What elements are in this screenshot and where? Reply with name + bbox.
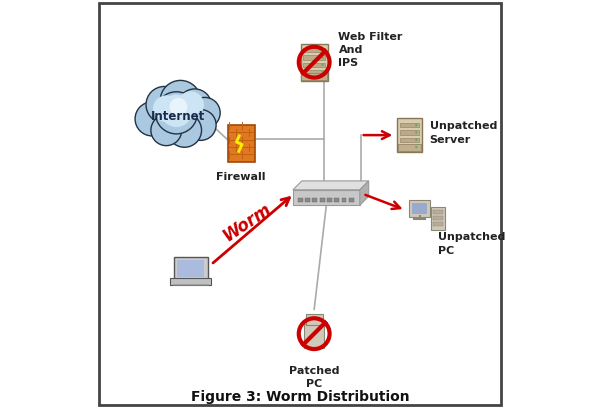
FancyBboxPatch shape: [298, 198, 302, 202]
Circle shape: [177, 91, 204, 118]
FancyBboxPatch shape: [313, 198, 317, 202]
Circle shape: [178, 89, 212, 123]
FancyBboxPatch shape: [173, 257, 208, 281]
Circle shape: [321, 56, 324, 59]
Text: Web Filter
And
IPS: Web Filter And IPS: [338, 32, 403, 68]
Text: Unpatched
PC: Unpatched PC: [438, 233, 505, 255]
FancyBboxPatch shape: [349, 198, 353, 202]
Circle shape: [160, 80, 201, 121]
FancyBboxPatch shape: [301, 73, 328, 80]
Text: Worm: Worm: [220, 200, 275, 245]
FancyBboxPatch shape: [399, 120, 423, 153]
FancyBboxPatch shape: [304, 324, 324, 348]
Polygon shape: [360, 181, 368, 205]
Text: Figure 3: Worm Distribution: Figure 3: Worm Distribution: [191, 390, 409, 404]
FancyBboxPatch shape: [409, 200, 430, 217]
Text: Patched
PC: Patched PC: [289, 366, 340, 389]
FancyBboxPatch shape: [334, 198, 339, 202]
Circle shape: [185, 110, 216, 140]
FancyBboxPatch shape: [400, 145, 419, 149]
FancyBboxPatch shape: [431, 206, 445, 230]
Text: Internet: Internet: [151, 111, 206, 123]
FancyBboxPatch shape: [433, 222, 443, 226]
FancyBboxPatch shape: [433, 210, 443, 214]
FancyBboxPatch shape: [341, 198, 346, 202]
Polygon shape: [293, 181, 368, 190]
FancyBboxPatch shape: [397, 118, 422, 152]
FancyBboxPatch shape: [400, 137, 419, 142]
Circle shape: [415, 131, 418, 134]
FancyBboxPatch shape: [177, 260, 205, 277]
Text: Firewall: Firewall: [217, 172, 266, 182]
FancyBboxPatch shape: [304, 62, 325, 67]
Circle shape: [151, 115, 182, 146]
FancyBboxPatch shape: [400, 123, 419, 127]
FancyBboxPatch shape: [304, 48, 325, 53]
FancyBboxPatch shape: [170, 278, 211, 286]
Circle shape: [153, 95, 179, 122]
FancyBboxPatch shape: [227, 124, 255, 162]
Circle shape: [135, 102, 169, 136]
Polygon shape: [293, 190, 360, 205]
FancyBboxPatch shape: [305, 198, 310, 202]
FancyBboxPatch shape: [320, 198, 325, 202]
Circle shape: [155, 92, 197, 134]
Circle shape: [321, 64, 324, 66]
Circle shape: [415, 139, 418, 141]
FancyBboxPatch shape: [301, 44, 328, 81]
Circle shape: [190, 98, 220, 128]
FancyBboxPatch shape: [302, 45, 329, 82]
Circle shape: [321, 71, 324, 73]
FancyBboxPatch shape: [304, 70, 325, 74]
Circle shape: [167, 113, 202, 147]
FancyBboxPatch shape: [400, 130, 419, 135]
Circle shape: [321, 49, 324, 51]
FancyBboxPatch shape: [327, 198, 332, 202]
Circle shape: [415, 146, 418, 148]
FancyBboxPatch shape: [398, 144, 421, 151]
Text: Unpatched
Server: Unpatched Server: [430, 122, 497, 145]
FancyBboxPatch shape: [304, 55, 325, 60]
FancyBboxPatch shape: [433, 216, 443, 220]
Circle shape: [170, 98, 187, 115]
Circle shape: [160, 95, 193, 127]
FancyBboxPatch shape: [305, 314, 323, 325]
FancyBboxPatch shape: [412, 203, 427, 214]
Circle shape: [415, 124, 418, 126]
Circle shape: [146, 86, 182, 123]
